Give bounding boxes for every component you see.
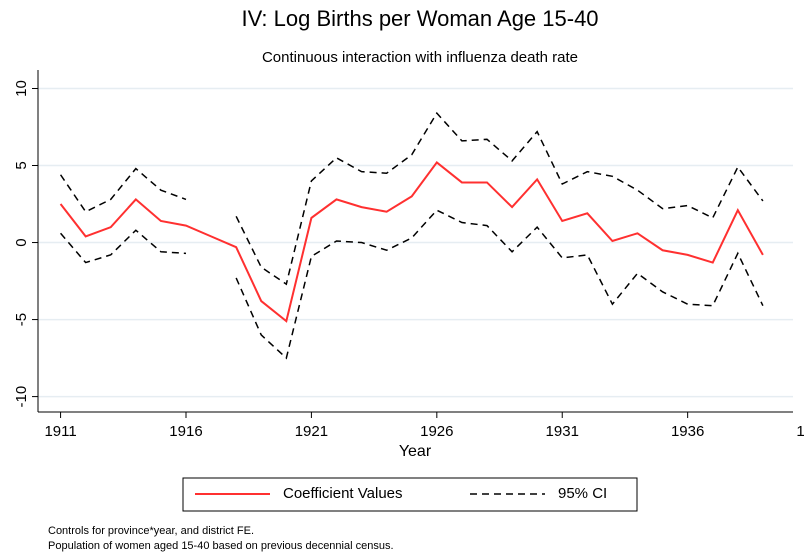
x-axis-label: Year <box>399 443 432 460</box>
y-tick-label: -5 <box>13 313 30 326</box>
y-tick-label: 10 <box>13 80 30 97</box>
note: Population of women aged 15-40 based on … <box>48 540 394 552</box>
y-tick-label: 0 <box>13 238 30 246</box>
legend-label: Coefficient Values <box>283 485 403 502</box>
x-tick-label: 1916 <box>169 423 202 440</box>
x-tick-label: 1941 <box>796 423 805 440</box>
y-tick-label: 5 <box>13 161 30 169</box>
x-tick-label: 1921 <box>295 423 328 440</box>
ci-lower-line <box>60 209 764 360</box>
y-tick-label: -10 <box>13 386 30 408</box>
note: Controls for province*year, and district… <box>48 525 254 537</box>
plot-area <box>38 70 793 412</box>
x-tick-label: 1926 <box>420 423 453 440</box>
legend-label: 95% CI <box>558 485 607 502</box>
x-tick-label: 1911 <box>44 423 76 440</box>
x-tick-label: 1936 <box>671 423 704 440</box>
coefficient-line <box>59 161 764 323</box>
x-tick-label: 1931 <box>546 423 579 440</box>
ci-upper-line <box>59 111 764 286</box>
chart-subtitle: Continuous interaction with influenza de… <box>262 49 578 66</box>
chart-title: IV: Log Births per Woman Age 15-40 <box>241 6 598 31</box>
